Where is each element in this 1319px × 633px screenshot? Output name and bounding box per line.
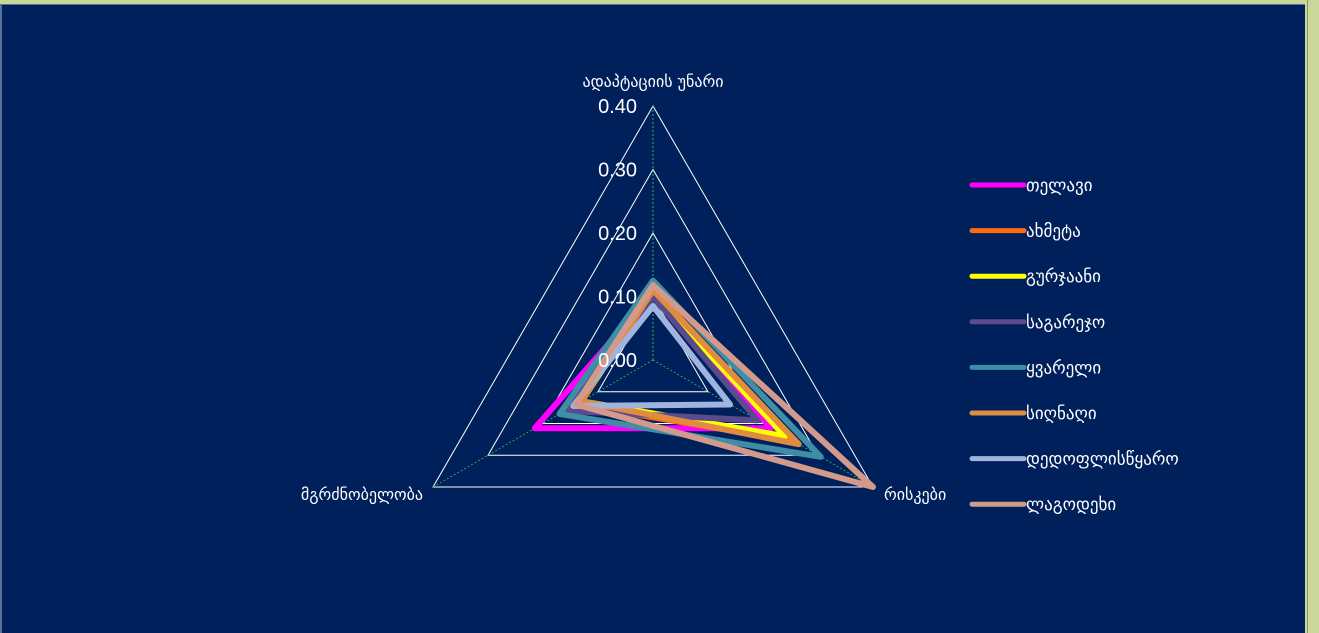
legend: თელავი ახმეტა გურჯაანი საგარეჯო ყვარელი სიღნა… — [969, 176, 1179, 515]
legend-label: ყვარელი — [1026, 358, 1101, 378]
radar-tick-labels: 0.00 0.10 0.20 0.30 0.40 — [598, 96, 637, 372]
tick-label: 0.30 — [598, 160, 637, 182]
legend-label: დედოფლისწყარო — [1026, 450, 1179, 470]
tick-label: 0.10 — [598, 287, 637, 309]
legend-label: გურჯაანი — [1026, 267, 1101, 287]
legend-label: საგარეჯო — [1026, 313, 1105, 333]
legend-label: ლაგოდეხი — [1026, 495, 1116, 515]
series-line — [570, 303, 733, 410]
axis-label-sensitivity: მგრძნობელობა — [301, 485, 423, 504]
tick-label: 0.20 — [598, 223, 637, 245]
radar-series — [531, 277, 876, 490]
series-line — [573, 282, 876, 490]
grid-ring — [432, 105, 874, 488]
legend-label: სიღნაღი — [1026, 404, 1097, 424]
page-edge-line — [1307, 0, 1308, 633]
axis-label-risks: რისკები — [884, 485, 946, 504]
legend-label: თელავი — [1026, 176, 1093, 196]
page-edge — [1306, 0, 1319, 633]
legend-label: ახმეტა — [1026, 222, 1081, 242]
axis-label-adaptation: ადაპტაციის უნარი — [582, 72, 723, 91]
tick-label: 0.00 — [598, 350, 637, 372]
grid-ring — [487, 168, 819, 456]
tick-label: 0.40 — [598, 96, 637, 118]
